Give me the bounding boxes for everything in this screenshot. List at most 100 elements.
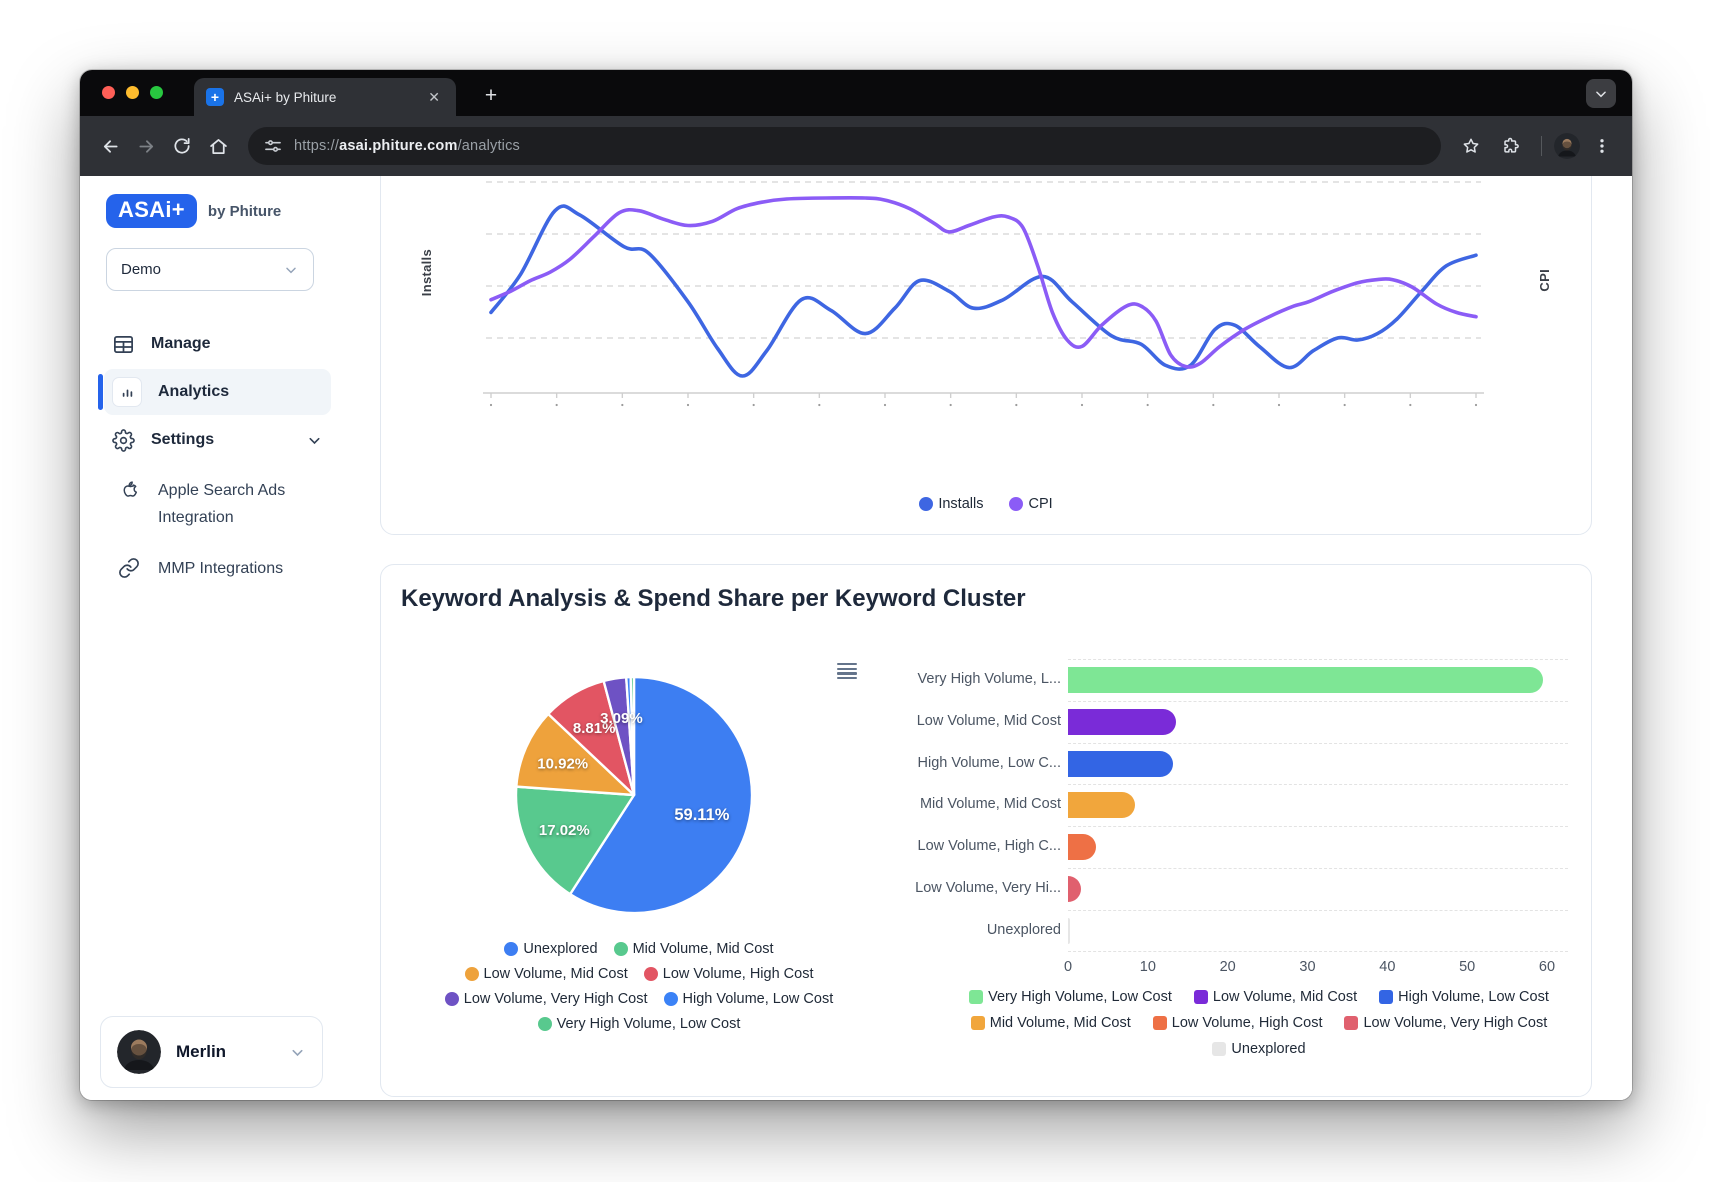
toolbar-right <box>1453 128 1620 164</box>
bar-row <box>1068 826 1568 868</box>
sidebar-item-mmp-integrations[interactable]: MMP Integrations <box>106 543 323 594</box>
tab-title: ASAi+ by Phiture <box>234 89 337 105</box>
legend-item[interactable]: Very High Volume, Low Cost <box>969 989 1172 1005</box>
home-button[interactable] <box>200 128 236 164</box>
pie-slice[interactable] <box>568 675 754 915</box>
legend-item[interactable]: Low Volume, Very High Cost <box>444 991 648 1007</box>
x-axis-tick-label: 30 <box>1299 959 1316 975</box>
tab-close-icon[interactable]: ✕ <box>428 88 440 105</box>
legend-label: Low Volume, Very High Cost <box>463 991 648 1007</box>
legend-label: Unexplored <box>1231 1041 1306 1057</box>
bar[interactable] <box>1068 708 1176 735</box>
app-logo: ASAi+ by Phiture <box>106 194 323 228</box>
legend-item[interactable]: Low Volume, Mid Cost <box>464 966 628 982</box>
legend-swatch <box>1193 990 1208 1004</box>
legend-label: Mid Volume, Mid Cost <box>632 941 774 957</box>
spend-share-bar-chart <box>1068 659 1568 952</box>
bar[interactable] <box>1068 750 1174 777</box>
site-settings-icon[interactable] <box>263 136 283 156</box>
url-host: asai.phiture.com <box>339 138 458 154</box>
legend-item[interactable]: Very High Volume, Low Cost <box>537 1016 741 1032</box>
bar-row <box>1068 659 1568 701</box>
avatar-image <box>117 1030 161 1074</box>
browser-profile-avatar[interactable] <box>1554 133 1580 159</box>
legend-item[interactable]: Mid Volume, Mid Cost <box>613 941 774 957</box>
legend-item[interactable]: High Volume, Low Cost <box>663 991 833 1007</box>
sidebar: ASAi+ by Phiture Demo Manage Analytics <box>80 176 339 1100</box>
bar[interactable] <box>1068 667 1543 693</box>
forward-arrow-icon <box>138 139 153 153</box>
legend-swatch <box>1344 1016 1359 1030</box>
legend-label: CPI <box>1028 496 1053 512</box>
legend-item[interactable]: Unexplored <box>504 941 598 957</box>
keyword-share-pie-chart: 59.11% 17.02% 10.92% 8.81% 3.09% <box>504 665 764 925</box>
toolbar-divider <box>1541 136 1542 156</box>
bar[interactable] <box>1068 834 1096 861</box>
pie-slice[interactable] <box>515 712 636 797</box>
bar-chart-icon <box>122 389 132 397</box>
pie-slice[interactable] <box>629 675 636 797</box>
legend-label: Mid Volume, Mid Cost <box>989 1015 1131 1031</box>
sidebar-item-settings[interactable]: Settings <box>104 417 331 463</box>
close-window-button[interactable] <box>102 86 115 99</box>
legend-item[interactable]: Low Volume, High Cost <box>643 966 813 982</box>
legend-item[interactable]: Unexplored <box>1212 1041 1306 1057</box>
legend-label: Installs <box>938 496 984 512</box>
bar[interactable] <box>1068 875 1081 902</box>
legend-item[interactable]: Low Volume, Very High Cost <box>1344 1015 1547 1031</box>
back-button[interactable] <box>92 128 128 164</box>
tab-search-button[interactable] <box>1586 79 1616 108</box>
workspace-select-value: Demo <box>121 261 162 278</box>
workspace-select[interactable]: Demo <box>106 248 314 291</box>
new-tab-button[interactable]: + <box>484 84 498 107</box>
analytics-icon-box <box>112 377 142 407</box>
legend-swatch <box>969 990 984 1004</box>
chart-menu-icon[interactable] <box>837 663 857 680</box>
table-icon <box>114 335 133 353</box>
pie-slice[interactable] <box>514 785 636 896</box>
browser-tab[interactable]: + ASAi+ by Phiture ✕ <box>194 78 456 116</box>
forward-button[interactable] <box>128 128 164 164</box>
sidebar-item-label: Manage <box>151 335 211 352</box>
bar-chart-x-axis: 0 10 20 30 40 50 60 <box>1064 959 1568 979</box>
pie-slice-label: 10.92% <box>537 756 588 773</box>
chevron-down-icon <box>1596 90 1606 97</box>
legend-dot <box>919 497 934 511</box>
zoom-window-button[interactable] <box>150 86 163 99</box>
legend-item[interactable]: Installs <box>919 496 983 512</box>
bookmark-button[interactable] <box>1453 128 1489 164</box>
legend-item[interactable]: Mid Volume, Mid Cost <box>970 1015 1131 1031</box>
reload-icon <box>174 138 190 154</box>
legend-item[interactable]: Low Volume, High Cost <box>1152 1015 1322 1031</box>
sidebar-item-analytics[interactable]: Analytics <box>98 369 331 415</box>
legend-swatch <box>1212 1042 1227 1056</box>
bar-row <box>1068 742 1568 785</box>
legend-item[interactable]: CPI <box>1009 496 1053 512</box>
sidebar-item-apple-search-ads[interactable]: Apple Search Ads Integration <box>106 465 323 543</box>
extensions-button[interactable] <box>1493 128 1529 164</box>
browser-menu-button[interactable] <box>1584 128 1620 164</box>
legend-label: Very High Volume, Low Cost <box>556 1016 741 1032</box>
legend-item[interactable]: Low Volume, Mid Cost <box>1193 989 1357 1005</box>
minimize-window-button[interactable] <box>126 86 139 99</box>
logo-badge: ASAi+ <box>106 194 197 228</box>
active-indicator <box>98 374 103 410</box>
user-menu[interactable]: Merlin <box>100 1016 323 1088</box>
bar[interactable] <box>1068 917 1071 944</box>
section-title: Keyword Analysis & Spend Share per Keywo… <box>401 585 1026 612</box>
x-axis-tick-label: 20 <box>1219 959 1236 975</box>
legend-item[interactable]: High Volume, Low Cost <box>1379 989 1549 1005</box>
star-icon <box>1463 138 1479 153</box>
kebab-menu-icon <box>1600 139 1604 153</box>
legend-label: Low Volume, Mid Cost <box>483 966 628 982</box>
sidebar-item-manage[interactable]: Manage <box>104 321 331 367</box>
link-icon <box>119 558 139 578</box>
reload-button[interactable] <box>164 128 200 164</box>
bar[interactable] <box>1068 792 1136 819</box>
address-bar[interactable]: https://asai.phiture.com/analytics <box>248 127 1441 165</box>
sidebar-item-label: Settings <box>151 431 215 448</box>
y-axis-label-left: Installs <box>419 249 434 297</box>
chevron-down-icon <box>309 437 320 444</box>
pie-slice-label: 3.09% <box>600 710 643 727</box>
url-scheme: https:// <box>294 138 340 154</box>
